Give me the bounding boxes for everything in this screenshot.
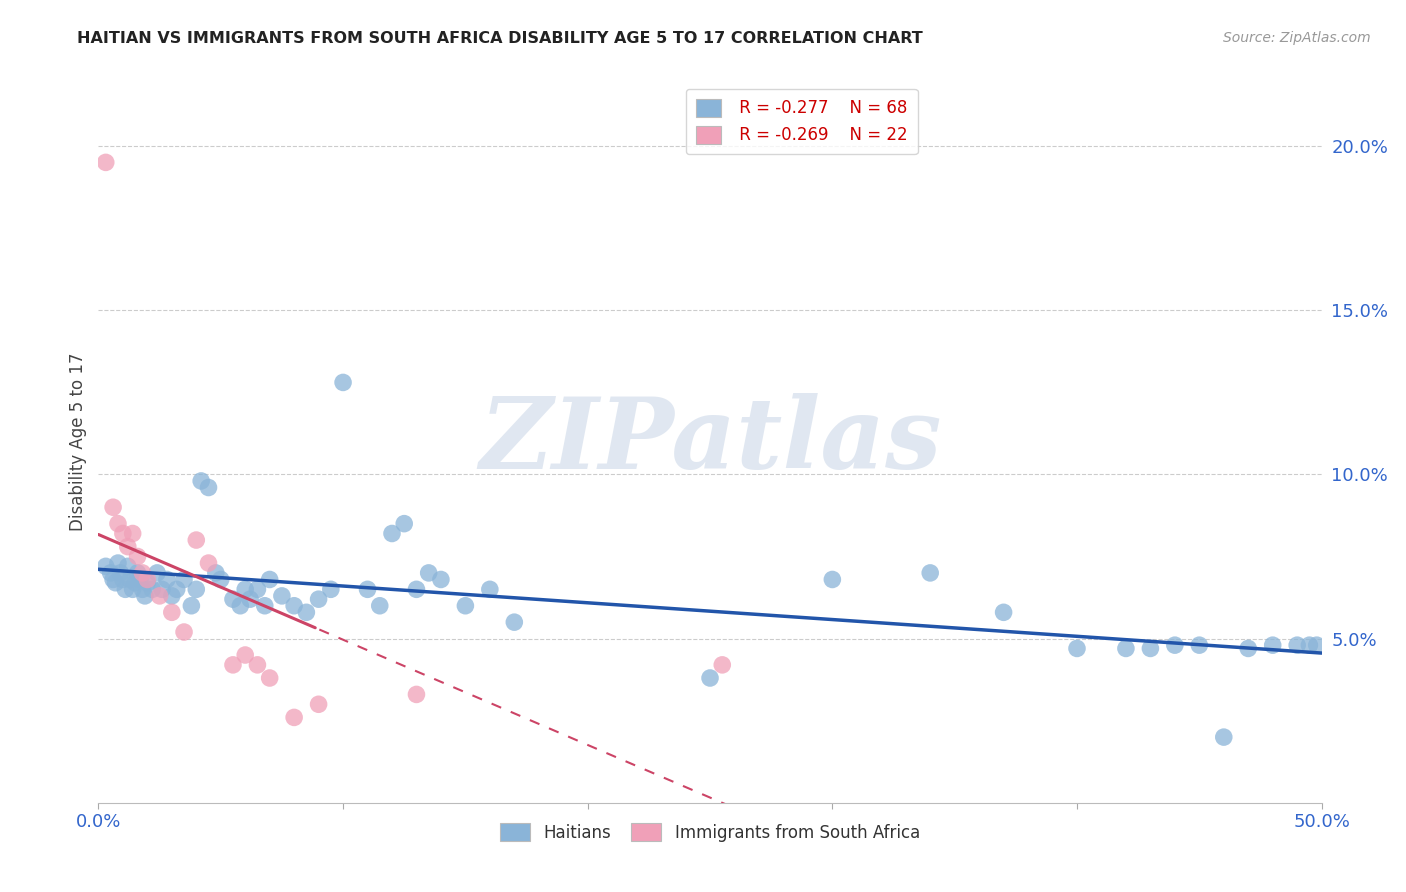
Point (205, 566, 228, 580)
Point (319, 582, 342, 597)
Point (127, 549, 149, 564)
Point (107, 556, 129, 570)
Text: ZIPatlas: ZIPatlas (479, 393, 941, 490)
Point (1286, 638, 1309, 652)
Point (478, 582, 501, 597)
Point (308, 698, 330, 712)
Point (283, 599, 305, 613)
Point (124, 575, 146, 590)
Point (1188, 638, 1211, 652)
Point (259, 671, 281, 685)
Point (1261, 638, 1284, 652)
Point (121, 582, 143, 597)
Point (356, 582, 378, 597)
Point (246, 582, 269, 597)
Point (127, 566, 149, 580)
Point (111, 526, 134, 541)
Point (141, 582, 163, 597)
Point (173, 573, 195, 587)
Point (160, 605, 183, 619)
Point (136, 575, 159, 590)
Point (121, 526, 143, 541)
Point (94, 155, 117, 169)
Point (209, 573, 232, 587)
Point (229, 599, 252, 613)
Point (1237, 641, 1260, 656)
Point (117, 559, 139, 574)
Point (101, 500, 124, 515)
Point (699, 671, 721, 685)
Point (503, 615, 526, 630)
Point (430, 573, 453, 587)
Point (295, 605, 318, 619)
Point (129, 573, 152, 587)
Point (104, 575, 127, 590)
Point (239, 592, 262, 607)
Point (111, 573, 134, 587)
Text: HAITIAN VS IMMIGRANTS FROM SOUTH AFRICA DISABILITY AGE 5 TO 17 CORRELATION CHART: HAITIAN VS IMMIGRANTS FROM SOUTH AFRICA … (77, 31, 924, 46)
Point (136, 573, 159, 587)
Point (308, 592, 330, 607)
Point (253, 599, 276, 613)
Point (821, 573, 844, 587)
Point (131, 582, 153, 597)
Point (454, 599, 477, 613)
Point (134, 589, 156, 603)
Point (107, 516, 129, 531)
Point (180, 599, 202, 613)
Point (405, 687, 427, 701)
Point (100, 566, 122, 580)
Point (101, 573, 124, 587)
Point (1115, 641, 1137, 656)
Point (233, 582, 256, 597)
Point (381, 526, 404, 541)
Point (405, 582, 427, 597)
Point (146, 566, 169, 580)
Point (166, 582, 188, 597)
Point (149, 589, 172, 603)
Point (131, 566, 153, 580)
Point (283, 710, 305, 724)
Point (1212, 730, 1234, 744)
Point (186, 582, 208, 597)
Point (1306, 638, 1329, 652)
Point (1164, 638, 1187, 652)
Point (270, 589, 294, 603)
Point (197, 481, 219, 495)
Point (222, 657, 245, 672)
Point (332, 376, 354, 390)
Point (1298, 638, 1320, 652)
Point (920, 566, 942, 580)
Text: Source: ZipAtlas.com: Source: ZipAtlas.com (1223, 31, 1371, 45)
Point (1066, 641, 1088, 656)
Point (993, 605, 1015, 619)
Legend: Haitians, Immigrants from South Africa: Haitians, Immigrants from South Africa (494, 817, 927, 848)
Point (150, 582, 173, 597)
Point (94, 559, 117, 574)
Point (160, 589, 183, 603)
Point (117, 540, 139, 554)
Point (120, 573, 142, 587)
Point (259, 573, 281, 587)
Point (156, 573, 179, 587)
Point (190, 474, 212, 488)
Point (233, 648, 256, 662)
Point (222, 592, 245, 607)
Point (197, 556, 219, 570)
Point (392, 516, 416, 531)
Point (418, 566, 440, 580)
Point (114, 582, 136, 597)
Point (368, 599, 391, 613)
Point (173, 625, 195, 640)
Point (110, 566, 132, 580)
Point (711, 657, 734, 672)
Point (186, 533, 208, 547)
Point (1139, 641, 1161, 656)
Y-axis label: Disability Age 5 to 17: Disability Age 5 to 17 (69, 352, 87, 531)
Point (246, 657, 269, 672)
